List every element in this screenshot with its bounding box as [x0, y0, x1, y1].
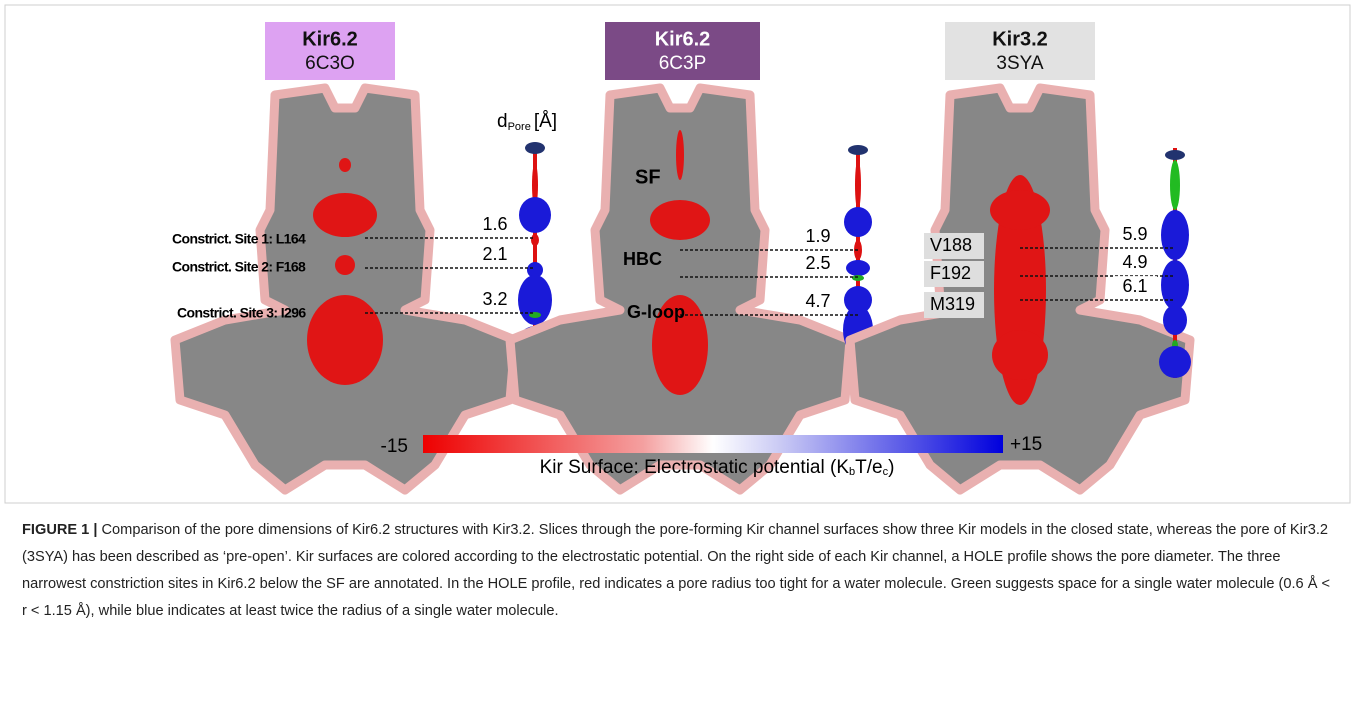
pore-surface — [992, 330, 1048, 380]
pore-diameter: 6.1 — [1122, 276, 1147, 296]
hole-profile — [531, 234, 539, 246]
panel-pdb: 6C3O — [305, 53, 355, 74]
colorbar-min: -15 — [381, 436, 408, 457]
pore-axis-unit: [Å] — [534, 111, 557, 132]
colorbar-max: +15 — [1010, 434, 1042, 455]
colorbar-label-part: T/e — [855, 457, 882, 478]
hole-profile — [525, 142, 545, 154]
pore-diameter: 2.1 — [482, 244, 507, 264]
site-label: Constrict. Site 3: I296 — [177, 305, 306, 321]
panel-pdb: 3SYA — [996, 53, 1044, 74]
panel-title: Kir3.2 — [992, 28, 1048, 50]
pore-axis-label: dPore[Å] — [497, 111, 557, 133]
hole-profile — [1161, 210, 1189, 260]
pore-axis-symbol: d — [497, 111, 508, 132]
figure: Kir6.2 6C3O 1.6 2.1 3.2 Constrict. Site 1: L1… — [0, 0, 1355, 510]
pore-surface — [307, 295, 383, 385]
hole-profile — [855, 160, 861, 210]
site-label: M319 — [930, 294, 975, 314]
pore-surface — [990, 190, 1050, 230]
panel-pdb: 6C3P — [659, 53, 707, 74]
pore-surface — [676, 130, 684, 180]
pore-diameter: 4.9 — [1122, 252, 1147, 272]
hole-profile — [846, 260, 870, 276]
colorbar — [423, 435, 1003, 453]
pore-diameter: 3.2 — [482, 289, 507, 309]
site-label: HBC — [623, 249, 662, 269]
caption: FIGURE 1 | Comparison of the pore dimens… — [22, 517, 1334, 625]
site-label: G-loop — [627, 302, 685, 322]
pore-surface — [650, 200, 710, 240]
caption-figure: FIGURE 1 | — [22, 522, 97, 538]
pore-diameter: 1.9 — [805, 226, 830, 246]
colorbar-label-part: Kir Surface: Electrostatic potential (K — [540, 457, 850, 478]
hole-profile — [519, 197, 551, 233]
site-label: Constrict. Site 2: F168 — [172, 259, 306, 275]
hole-profile — [1165, 150, 1185, 160]
caption-text: Comparison of the pore dimensions of Kir… — [22, 522, 1330, 619]
hole-profile — [1163, 305, 1187, 335]
page: Kir6.2 6C3O 1.6 2.1 3.2 Constrict. Site 1: L1… — [0, 0, 1355, 724]
pore-axis-subscript: Pore — [508, 121, 531, 133]
hole-profile — [1170, 160, 1180, 210]
region-label: SF — [635, 166, 661, 188]
pore-surface — [313, 193, 377, 237]
pore-surface — [339, 158, 351, 172]
panel-title: Kir6.2 — [655, 28, 711, 50]
pore-diameter: 1.6 — [482, 214, 507, 234]
pore-diameter: 2.5 — [805, 253, 830, 273]
colorbar-label: Kir Surface: Electrostatic potential (Kb… — [540, 457, 895, 478]
site-label: Constrict. Site 1: L164 — [172, 231, 306, 247]
pore-diameter: 4.7 — [805, 291, 830, 311]
pore-diameter: 5.9 — [1122, 224, 1147, 244]
hole-profile — [848, 145, 868, 155]
hole-profile — [844, 207, 872, 237]
pore-surface — [335, 255, 355, 275]
panel-title: Kir6.2 — [302, 28, 358, 50]
colorbar-label-part: ) — [888, 457, 894, 478]
hole-profile — [1161, 260, 1189, 310]
site-label: F192 — [930, 263, 971, 283]
site-label: V188 — [930, 235, 972, 255]
hole-profile — [1159, 346, 1191, 378]
hole-profile — [852, 275, 864, 281]
protein-slice — [175, 88, 515, 490]
